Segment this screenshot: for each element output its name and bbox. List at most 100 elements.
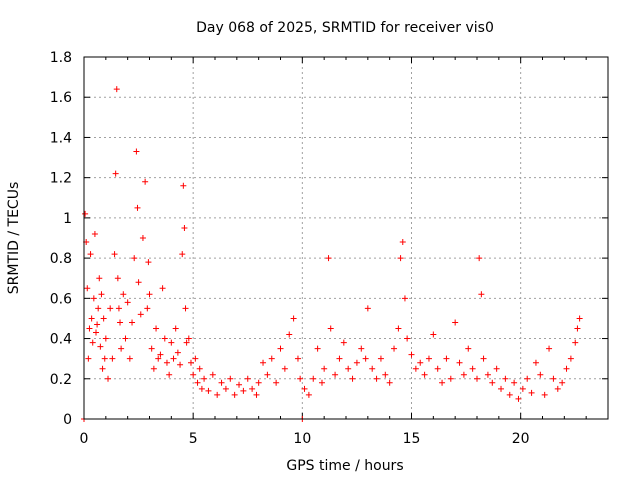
data-point [382, 371, 389, 378]
data-point [489, 379, 496, 386]
data-point [95, 305, 102, 312]
data-point [146, 291, 153, 298]
data-point [183, 339, 190, 346]
data-point [290, 315, 297, 322]
data-point [321, 365, 328, 372]
data-point [476, 255, 483, 262]
data-point [434, 365, 441, 372]
data-point [170, 355, 177, 362]
data-point [391, 345, 398, 352]
data-point [122, 335, 129, 342]
data-point [456, 359, 463, 366]
data-point [107, 305, 114, 312]
data-point [90, 295, 97, 302]
data-point [358, 345, 365, 352]
data-point [161, 335, 168, 342]
data-point [187, 359, 194, 366]
data-point [94, 321, 101, 328]
y-tick-label: 0.2 [50, 372, 72, 388]
data-point [180, 182, 187, 189]
data-point [386, 379, 393, 386]
data-point [425, 355, 432, 362]
grid [84, 57, 608, 419]
data-point [502, 375, 509, 382]
data-point [273, 379, 280, 386]
data-point [460, 371, 467, 378]
data-point [574, 325, 581, 332]
data-point [498, 385, 505, 392]
data-point [84, 285, 91, 292]
data-point [231, 391, 238, 398]
data-point [240, 387, 247, 394]
chart-title: Day 068 of 2025, SRMTID for receiver vis… [196, 20, 494, 36]
data-point [91, 230, 98, 237]
data-point [205, 387, 212, 394]
data-point [168, 339, 175, 346]
data-point [421, 371, 428, 378]
data-point [126, 355, 133, 362]
axis-ticks: 0 0.2 0.4 0.6 0.8 1 1.2 1.4 1.6 1.8 0 5 10 15 20 [50, 50, 609, 447]
data-point [559, 379, 566, 386]
data-point [332, 371, 339, 378]
data-point [364, 305, 371, 312]
data-point [506, 391, 513, 398]
data-point [286, 331, 293, 338]
data-point [301, 385, 308, 392]
data-point [82, 210, 89, 217]
data-point [554, 385, 561, 392]
y-tick-label: 1 [63, 211, 72, 227]
data-point [148, 345, 155, 352]
data-point [155, 355, 162, 362]
data-point [93, 329, 100, 336]
data-point [253, 391, 260, 398]
data-point [519, 385, 526, 392]
y-tick-label: 0.4 [50, 332, 72, 348]
data-point [377, 355, 384, 362]
data-point [174, 349, 181, 356]
data-point [133, 148, 140, 155]
data-point [115, 305, 122, 312]
x-tick-label: 0 [80, 431, 89, 447]
data-point [105, 375, 112, 382]
data-point [101, 355, 108, 362]
data-point [465, 345, 472, 352]
data-point [159, 285, 166, 292]
data-point [214, 391, 221, 398]
data-point [327, 325, 334, 332]
data-point [417, 359, 424, 366]
data-point [244, 375, 251, 382]
data-point [369, 365, 376, 372]
data-point [541, 391, 548, 398]
x-axis-title: GPS time / hours [286, 458, 403, 474]
data-point [572, 339, 579, 346]
data-point [218, 379, 225, 386]
x-tick-label: 5 [189, 431, 198, 447]
data-point [111, 251, 118, 258]
data-point [318, 379, 325, 386]
data-point [373, 375, 380, 382]
data-point [412, 365, 419, 372]
data-point [137, 311, 144, 318]
data-point [172, 325, 179, 332]
y-tick-label: 1.4 [50, 130, 72, 146]
y-tick-label: 0.8 [50, 251, 72, 267]
data-point [469, 365, 476, 372]
data-point [340, 339, 347, 346]
data-point [397, 255, 404, 262]
data-point [567, 355, 574, 362]
y-tick-label: 0 [63, 412, 72, 428]
data-point [439, 379, 446, 386]
data-point [113, 86, 120, 93]
data-point [190, 371, 197, 378]
data-point [182, 305, 189, 312]
data-point [236, 381, 243, 388]
data-point [139, 235, 146, 241]
data-point [353, 359, 360, 366]
data-point [166, 371, 173, 378]
data-point [528, 389, 535, 396]
data-point [88, 315, 95, 322]
data-point [120, 291, 127, 298]
data-point [401, 295, 408, 302]
data-point [314, 345, 321, 352]
data-point [452, 319, 459, 326]
